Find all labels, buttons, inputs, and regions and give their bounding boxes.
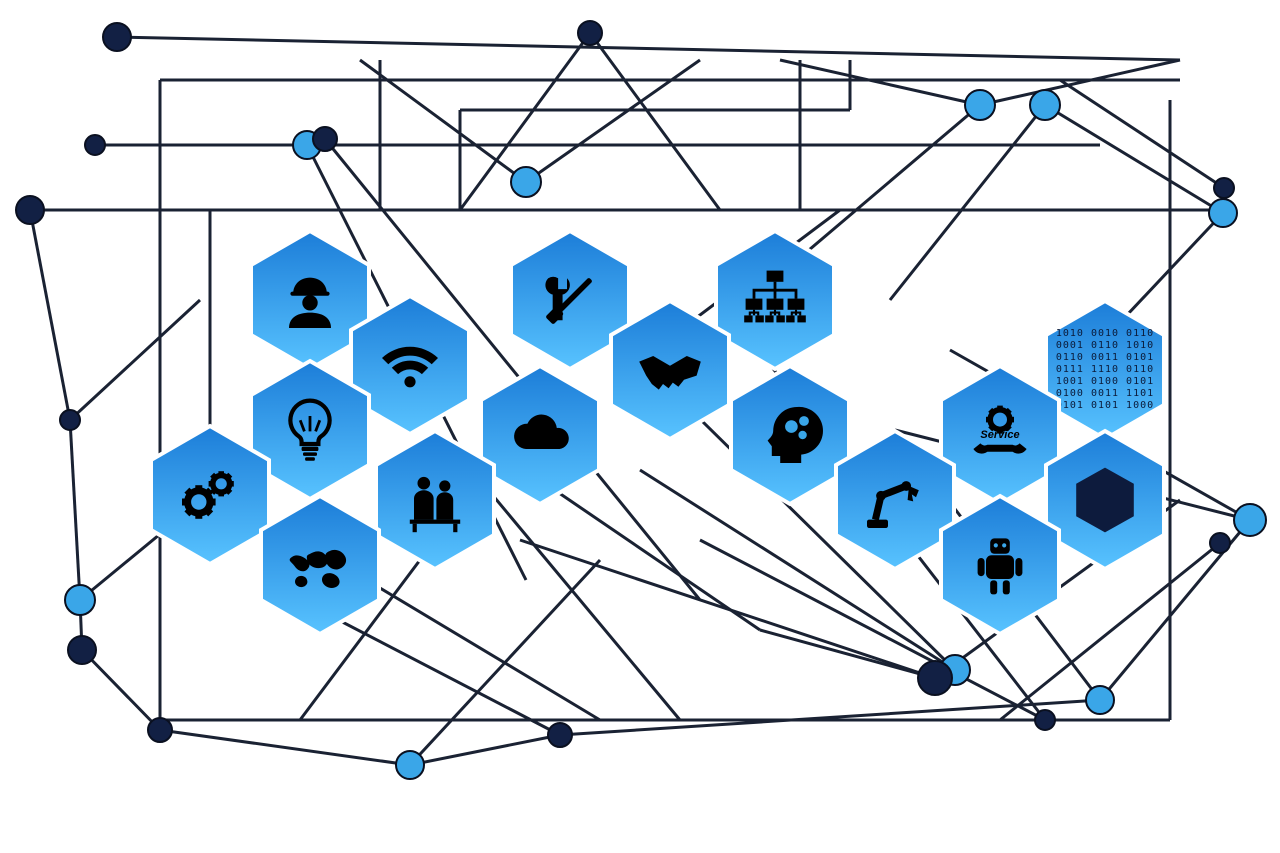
network-edge	[590, 33, 720, 210]
network-node	[16, 196, 44, 224]
network-node	[396, 751, 424, 779]
network-node	[1214, 178, 1234, 198]
network-edge	[526, 60, 700, 182]
network-node	[1030, 90, 1060, 120]
lightbulb-icon	[275, 395, 345, 465]
people-meeting-icon	[400, 465, 470, 535]
network-edge	[70, 420, 80, 600]
network-edge	[82, 650, 160, 730]
network-node	[148, 718, 172, 742]
service-wrench-gear-icon: Service	[965, 400, 1035, 470]
robot-icon	[965, 530, 1035, 600]
network-node	[511, 167, 541, 197]
network-edge	[160, 730, 410, 765]
handshake-icon	[635, 335, 705, 405]
hex-worldmap	[255, 490, 385, 640]
network-edge	[890, 105, 1045, 300]
network-edge	[30, 210, 70, 420]
hex-handshake	[605, 295, 735, 445]
hardhat-worker-icon	[275, 265, 345, 335]
robot-arm-icon	[860, 465, 930, 535]
service-label: Service	[980, 429, 1019, 441]
gears-icon	[175, 460, 245, 530]
industry-network-diagram: 1010 0010 0110 0001 0110 1010 0110 0011 …	[0, 0, 1280, 853]
hex-robot	[935, 490, 1065, 640]
network-edge	[70, 300, 200, 420]
network-node	[918, 661, 952, 695]
network-edge	[780, 60, 980, 105]
network-node	[1035, 710, 1055, 730]
hex-meeting	[370, 425, 500, 575]
network-node	[65, 585, 95, 615]
org-chart-icon	[740, 265, 810, 335]
binary-text: 1010 0010 0110 0001 0110 1010 0110 0011 …	[1056, 328, 1154, 412]
network-node	[1210, 533, 1230, 553]
network-node	[1086, 686, 1114, 714]
network-node	[68, 636, 96, 664]
network-node	[548, 723, 572, 747]
network-node	[1234, 504, 1266, 536]
wifi-icon	[375, 330, 445, 400]
network-edge	[980, 60, 1180, 105]
nav-hex-icon	[1060, 450, 1150, 550]
network-edge	[480, 480, 680, 720]
network-node	[313, 127, 337, 151]
network-edge	[1060, 80, 1224, 188]
head-gears-icon	[755, 400, 825, 470]
network-edge	[360, 60, 526, 182]
network-node	[1209, 199, 1237, 227]
network-node	[965, 90, 995, 120]
world-map-icon	[285, 530, 355, 600]
network-node	[578, 21, 602, 45]
wrench-screwdriver-icon	[535, 265, 605, 335]
network-node	[103, 23, 131, 51]
binary-icon: 1010 0010 0110 0001 0110 1010 0110 0011 …	[1055, 335, 1155, 405]
network-edge	[117, 37, 1180, 60]
network-node	[60, 410, 80, 430]
cloud-icon	[505, 400, 575, 470]
network-edge	[760, 630, 935, 678]
network-node	[85, 135, 105, 155]
network-edge	[1045, 105, 1223, 213]
